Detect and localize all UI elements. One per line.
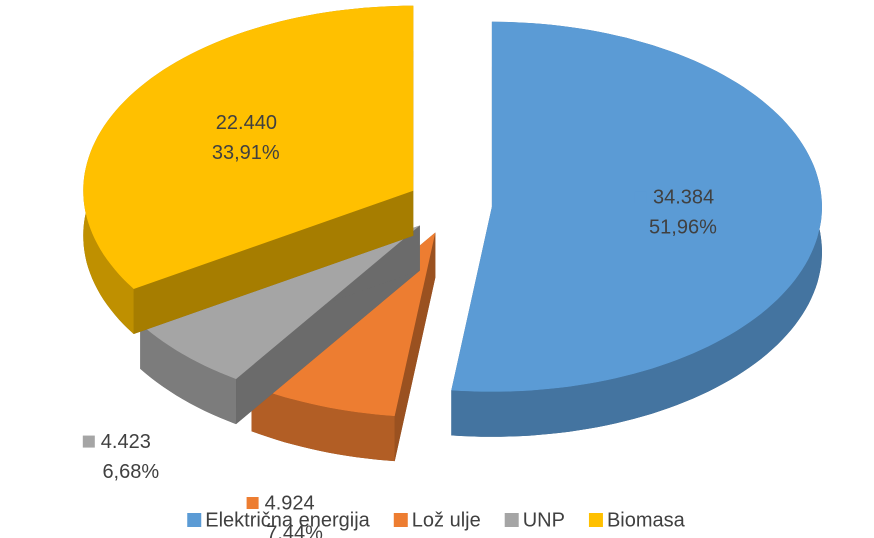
slice-top: [140, 225, 420, 380]
label-swatch: [197, 116, 210, 129]
legend-swatch: [187, 513, 202, 527]
slice-rim: [451, 21, 822, 437]
data-label: 34.384 51,96%: [634, 187, 717, 239]
legend-swatch: [504, 513, 519, 527]
label-swatch: [246, 497, 259, 510]
slice: [140, 225, 420, 425]
percent-label: 7,44%: [266, 522, 323, 538]
value-label: 4.924: [265, 492, 315, 514]
data-label: 4.924 7,44%: [246, 492, 323, 538]
label-swatch: [634, 191, 647, 204]
value-label: 22.440: [216, 112, 277, 134]
legend-label: UNP: [523, 509, 565, 531]
slice: [83, 5, 414, 335]
value-label: 4.423: [101, 431, 151, 453]
value-label: 34.384: [653, 187, 714, 209]
data-label: 22.440 33,91%: [197, 112, 280, 164]
slice-side: [133, 190, 414, 335]
label-swatch: [82, 435, 95, 448]
slice-top: [451, 21, 822, 392]
slice-rim: [140, 323, 236, 425]
data-label: 4.423 6,68%: [82, 431, 159, 483]
percent-label: 51,96%: [649, 217, 717, 239]
legend-label: Lož ulje: [412, 509, 481, 531]
slice-rim: [251, 386, 395, 462]
slice-top: [83, 5, 414, 290]
legend-label: Električna energija: [205, 509, 370, 531]
legend-label: Biomasa: [607, 509, 686, 531]
legend-swatch: [393, 513, 408, 527]
legend: Električna energija Lož ulje UNP Biomasa: [187, 509, 686, 531]
legend-swatch: [588, 513, 603, 527]
percent-label: 6,68%: [102, 461, 159, 483]
slice: [451, 21, 822, 437]
slice-side: [394, 232, 436, 462]
percent-label: 33,91%: [212, 142, 280, 164]
